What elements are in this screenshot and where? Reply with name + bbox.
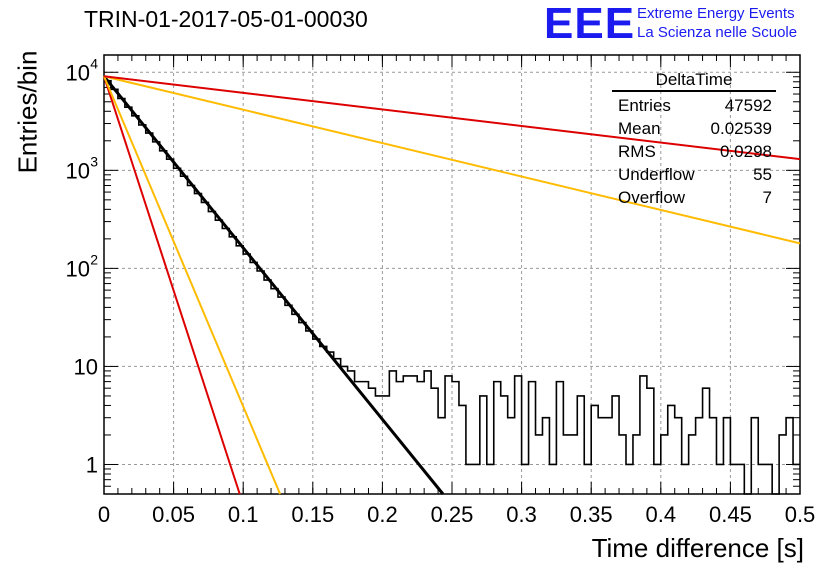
fit-line	[103, 75, 801, 161]
stats-title: DeltaTime	[612, 70, 776, 92]
stats-value: 0.0298	[720, 142, 772, 161]
x-tick-label: 0.35	[570, 502, 613, 527]
stats-row: Entries 47592	[612, 94, 776, 117]
x-tick-label: 0.2	[367, 502, 398, 527]
y-tick-exponent: 4	[90, 55, 98, 71]
y-axis-label: Entries/bin	[12, 50, 43, 174]
stats-row: Overflow 7	[612, 186, 776, 209]
fit-line	[102, 75, 445, 495]
x-tick-label: 0.1	[228, 502, 259, 527]
stats-row: RMS 0.0298	[612, 140, 776, 163]
histogram-outline	[104, 79, 800, 495]
y-tick-label: 1	[86, 452, 98, 477]
histogram	[104, 79, 800, 495]
y-tick-label: 10	[66, 60, 90, 85]
axes	[103, 54, 801, 495]
stats-box: DeltaTime Entries 47592 Mean 0.02539 RMS 0.…	[612, 70, 776, 209]
stats-row: Mean 0.02539	[612, 117, 776, 140]
x-tick-label: 0.3	[506, 502, 537, 527]
stats-label: Underflow	[618, 165, 695, 184]
stats-label: Mean	[618, 119, 661, 138]
y-tick-label: 10	[66, 256, 90, 281]
logo-caption-line-1: Extreme Energy Events	[637, 5, 795, 22]
x-tick-label: 0.45	[709, 502, 752, 527]
x-tick-label: 0.5	[785, 502, 816, 527]
y-tick-exponent: 2	[90, 251, 98, 267]
logo-caption-line-2: La Scienza nelle Scuole	[637, 24, 798, 41]
x-axis-label: Time difference [s]	[591, 533, 804, 563]
stats-row: Underflow 55	[612, 163, 776, 186]
fit-line	[103, 75, 241, 495]
eee-logo-caption: Extreme Energy Events La Scienza nelle S…	[637, 4, 797, 42]
stats-label: Overflow	[618, 188, 686, 207]
x-tick-label: 0.25	[431, 502, 474, 527]
y-tick-exponent: 3	[90, 153, 98, 169]
plot-frame	[103, 54, 801, 495]
y-tick-label: 10	[66, 158, 90, 183]
x-tick-label: 0.4	[646, 502, 677, 527]
stats-label: Entries	[618, 96, 671, 115]
stats-value: 7	[762, 188, 772, 207]
y-tick-label: 10	[74, 354, 98, 379]
eee-logo: EEE	[544, 0, 636, 48]
stats-label: RMS	[618, 142, 656, 161]
fit-line	[103, 75, 282, 495]
stats-value: 55	[753, 165, 772, 184]
chart-title: TRIN-01-2017-05-01-00030	[84, 6, 368, 32]
fit-line	[103, 75, 801, 245]
stats-value: 0.02539	[710, 119, 772, 138]
x-tick-label: 0.15	[291, 502, 334, 527]
tick-labels: 0 0.05 0.1 0.15 0.2 0.25 0.3 0.35 0.4 0.45 0.5 1 10 1…	[66, 55, 816, 527]
x-tick-label: 0	[98, 502, 110, 527]
x-tick-label: 0.05	[152, 502, 195, 527]
fit-lines	[102, 75, 801, 495]
grid-lines	[104, 55, 800, 494]
stats-value: 47592	[724, 96, 772, 115]
